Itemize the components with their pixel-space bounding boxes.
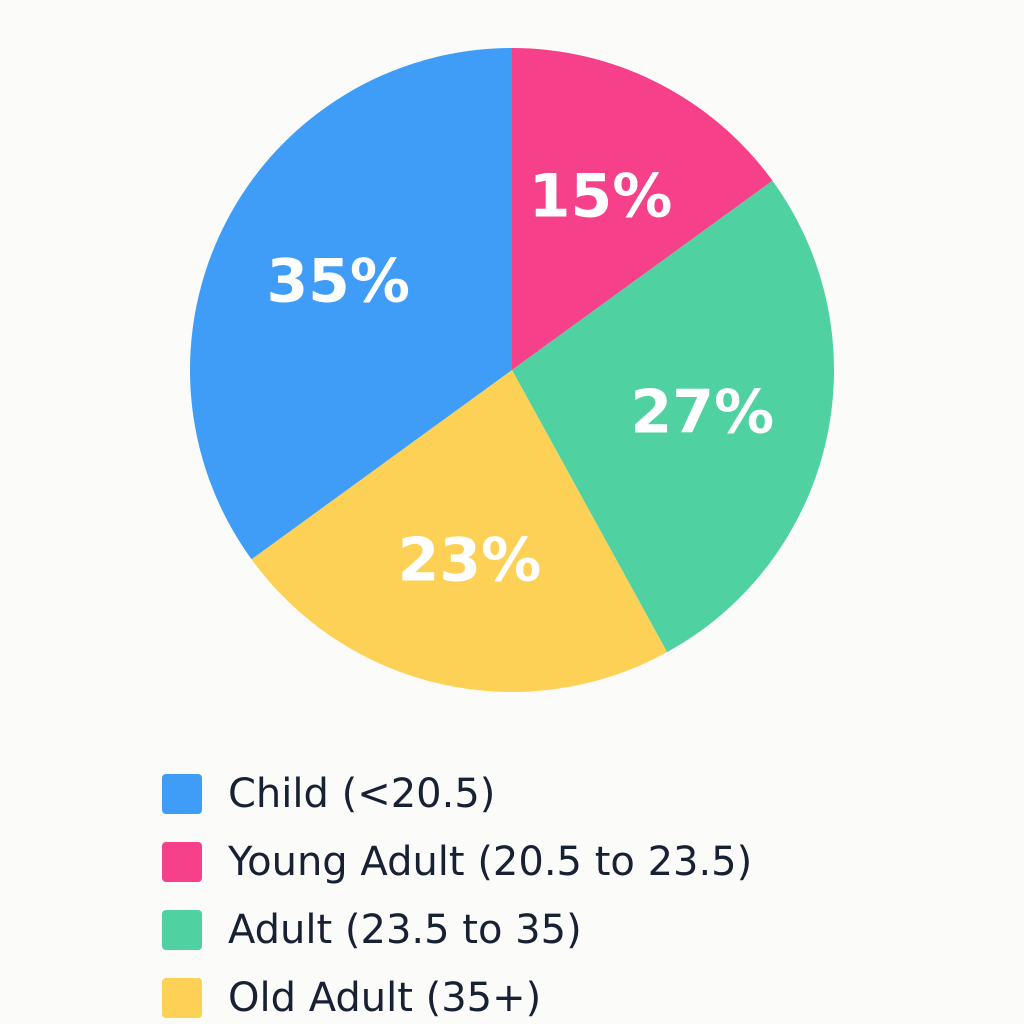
- legend-swatch-adult: [162, 910, 202, 950]
- legend-swatch-old-adult: [162, 978, 202, 1018]
- slice-label-child-20-5: 35%: [266, 246, 410, 316]
- legend-label-young-adult: Young Adult (20.5 to 23.5): [228, 839, 753, 885]
- legend-label-child: Child (<20.5): [228, 771, 496, 817]
- pie-slice-old-adult-35: [251, 370, 668, 693]
- legend-item-child: Child (<20.5): [162, 760, 752, 828]
- pie-chart: 15% 27% 23% 35%: [190, 48, 834, 693]
- legend-item-old-adult: Old Adult (35+): [162, 964, 752, 1024]
- legend-label-old-adult: Old Adult (35+): [228, 975, 542, 1021]
- slice-label-adult-23-5-to-35: 27%: [630, 378, 774, 448]
- slice-label-young-adult-20-5-to-23-5: 15%: [529, 161, 673, 231]
- pie-slice-young-adult-20-5-to-23-5: [512, 48, 773, 370]
- pie-slice-child-20-5: [190, 48, 513, 560]
- legend-swatch-child: [162, 774, 202, 814]
- legend-item-young-adult: Young Adult (20.5 to 23.5): [162, 828, 752, 896]
- legend-label-adult: Adult (23.5 to 35): [228, 907, 582, 953]
- slice-label-old-adult-35: 23%: [398, 525, 542, 595]
- legend-swatch-young-adult: [162, 842, 202, 882]
- pie-slice-adult-23-5-to-35: [512, 180, 834, 653]
- legend-item-adult: Adult (23.5 to 35): [162, 896, 752, 964]
- legend: Child (<20.5) Young Adult (20.5 to 23.5)…: [162, 760, 752, 1024]
